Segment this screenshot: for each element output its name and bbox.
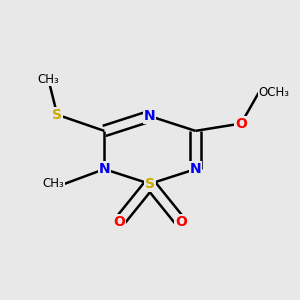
Text: N: N (98, 162, 110, 176)
Text: N: N (190, 162, 201, 176)
Text: O: O (235, 116, 247, 130)
Text: S: S (52, 108, 62, 122)
Text: CH₃: CH₃ (43, 177, 64, 190)
Text: N: N (144, 109, 156, 123)
Text: S: S (145, 177, 155, 191)
Text: O: O (113, 215, 125, 229)
Text: CH₃: CH₃ (38, 73, 59, 86)
Text: O: O (175, 215, 187, 229)
Text: OCH₃: OCH₃ (259, 86, 290, 99)
